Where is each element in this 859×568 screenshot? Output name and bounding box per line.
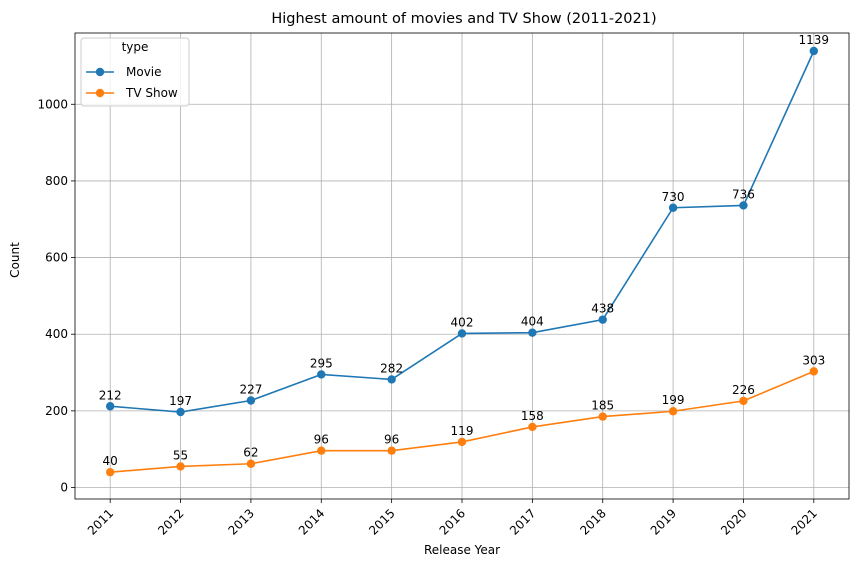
data-label-movie: 227 <box>239 383 262 397</box>
legend-item-tv-show: TV Show <box>86 86 178 100</box>
legend-marker <box>95 67 105 77</box>
data-point-tv-show <box>598 412 607 421</box>
y-tick-label: 400 <box>45 327 68 341</box>
series-lines <box>105 46 819 477</box>
data-label-movie: 282 <box>380 361 403 375</box>
data-point-movie <box>317 370 326 379</box>
data-point-movie <box>105 402 115 411</box>
data-label-tv-show: 55 <box>173 448 188 462</box>
data-label-tv-show: 199 <box>662 393 685 407</box>
y-tick-label: 200 <box>45 404 68 418</box>
data-label-movie: 438 <box>591 302 614 316</box>
data-label-movie: 402 <box>451 315 474 329</box>
data-label-movie: 404 <box>521 315 544 329</box>
data-point-tv-show <box>246 459 256 468</box>
x-axis-label: Release Year <box>424 543 500 557</box>
data-label-tv-show: 303 <box>802 353 825 367</box>
legend-box <box>80 37 190 107</box>
data-point-tv-show <box>809 367 819 376</box>
data-point-movie <box>598 315 607 324</box>
data-label-movie: 730 <box>662 190 685 204</box>
legend-label: Movie <box>126 65 162 79</box>
chart-title: Highest amount of movies and TV Show (20… <box>271 11 656 27</box>
y-axis-label: Count <box>8 242 22 278</box>
legend-label: TV Show <box>125 86 178 100</box>
data-point-tv-show <box>176 462 185 471</box>
data-labels: 212 197 227 295 282 402 404 438 730 736 1139 40 55 62… <box>99 33 829 468</box>
data-label-tv-show: 226 <box>732 383 755 397</box>
data-label-movie: 212 <box>99 388 122 402</box>
data-label-movie: 1139 <box>799 33 830 47</box>
data-point-movie <box>668 203 678 212</box>
data-point-movie <box>809 46 819 56</box>
y-tick-label: 800 <box>45 174 68 188</box>
data-point-tv-show <box>528 422 537 432</box>
data-point-tv-show <box>457 437 467 447</box>
data-point-movie <box>176 407 185 417</box>
legend-title: type <box>122 40 149 54</box>
data-point-movie <box>246 396 256 405</box>
data-label-tv-show: 185 <box>591 399 614 413</box>
data-label-movie: 295 <box>310 356 333 370</box>
data-label-tv-show: 96 <box>314 433 329 447</box>
data-label-tv-show: 158 <box>521 409 544 423</box>
data-label-movie: 736 <box>732 187 755 201</box>
data-point-tv-show <box>317 446 326 455</box>
data-point-tv-show <box>668 407 678 416</box>
y-tick-label: 0 <box>60 481 68 495</box>
data-point-movie <box>457 329 467 338</box>
data-label-tv-show: 62 <box>243 446 258 460</box>
data-label-movie: 197 <box>169 394 192 408</box>
data-label-tv-show: 40 <box>103 454 118 468</box>
data-point-tv-show <box>387 446 396 455</box>
legend-item-movie: Movie <box>86 65 162 79</box>
data-point-movie <box>528 328 537 337</box>
data-label-tv-show: 96 <box>384 433 399 447</box>
data-point-movie <box>739 201 748 210</box>
y-tick-label: 600 <box>45 251 68 265</box>
data-label-tv-show: 119 <box>451 424 474 438</box>
y-tick-label: 1000 <box>37 97 68 111</box>
data-point-tv-show <box>105 467 115 477</box>
data-point-movie <box>387 375 396 384</box>
legend: type Movie TV Show <box>80 37 190 107</box>
legend-marker <box>95 88 105 98</box>
data-point-tv-show <box>739 396 748 406</box>
legend-items: Movie TV Show <box>86 65 178 100</box>
